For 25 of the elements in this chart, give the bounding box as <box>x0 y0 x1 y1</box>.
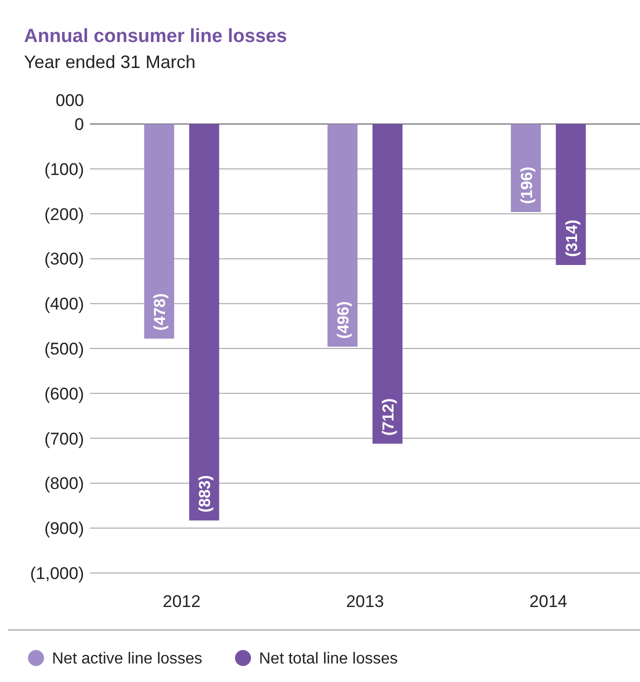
chart-title: Annual consumer line losses <box>24 26 287 47</box>
y-tick-label: (300) <box>44 250 84 269</box>
y-tick-label: (700) <box>44 429 84 448</box>
y-tick-label: (1,000) <box>30 564 84 583</box>
data-label: (478) <box>152 293 170 331</box>
y-tick-label: (500) <box>44 339 84 358</box>
y-tick-label: (600) <box>44 384 84 404</box>
y-tick-label: (200) <box>44 204 84 224</box>
data-label: (496) <box>336 301 352 339</box>
legend-label: Net active line losses <box>52 650 202 668</box>
data-label: (883) <box>197 475 214 512</box>
y-tick-label: (900) <box>44 519 84 538</box>
y-tick-label: (100) <box>44 160 84 179</box>
y-tick-label: 0 <box>74 114 84 134</box>
data-label: (712) <box>380 398 398 436</box>
x-tick-label: 2014 <box>529 592 568 611</box>
data-label: (314) <box>564 220 581 257</box>
y-tick-label: (800) <box>44 474 84 494</box>
x-tick-label: 2012 <box>162 592 201 611</box>
x-tick-label: 2013 <box>346 592 384 611</box>
y-tick-label: (400) <box>44 294 84 314</box>
y-axis-title: 000 <box>56 91 84 110</box>
data-label: (196) <box>518 166 536 204</box>
chart-subtitle: Year ended 31 March <box>24 52 196 72</box>
legend-label: Net total line losses <box>259 650 398 668</box>
